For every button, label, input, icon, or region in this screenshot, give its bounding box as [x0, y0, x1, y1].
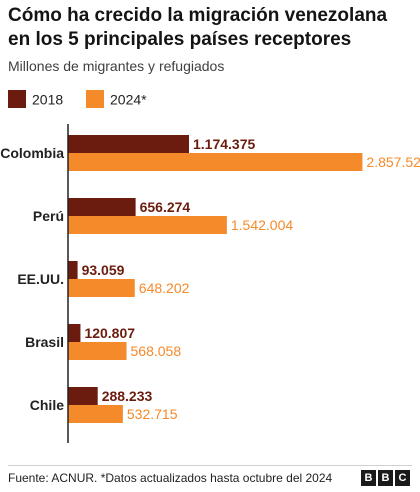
bar-2024-colombia: [68, 153, 363, 171]
bar-2018-ee-uu: [68, 261, 78, 279]
value-label-2024-per: 1.542.004: [231, 217, 293, 233]
value-label-2024-chile: 532.715: [127, 406, 178, 422]
value-label-2024-ee-uu: 648.202: [139, 280, 190, 296]
category-label-ee-uu: EE.UU.: [17, 271, 64, 287]
category-label-chile: Chile: [30, 397, 64, 413]
bar-2018-colombia: [68, 135, 189, 153]
category-label-brasil: Brasil: [25, 334, 64, 350]
legend-label-2018: 2018: [32, 91, 64, 108]
bar-2018-brasil: [68, 324, 81, 342]
legend-swatch-2018: [8, 90, 26, 109]
bar-chart: Colombia 1.174.375 2.857.528 Perú 656.274 1.5…: [0, 124, 420, 443]
bar-2024-per: [68, 216, 227, 234]
legend-item-2024: 2024*: [86, 90, 147, 109]
bar-2018-chile: [68, 387, 98, 405]
bar-2024-chile: [68, 405, 123, 423]
footer-divider: [8, 465, 412, 466]
bbc-logo-letter: C: [395, 470, 410, 486]
value-label-2018-per: 656.274: [140, 199, 191, 215]
legend-item-2018: 2018: [8, 90, 64, 109]
legend-label-2024: 2024*: [110, 91, 147, 108]
bbc-logo: B B C: [361, 470, 410, 486]
value-label-2024-colombia: 2.857.528: [366, 154, 420, 170]
bbc-logo-letter: B: [361, 470, 376, 486]
legend-swatch-2024: [86, 90, 104, 109]
bbc-logo-letter: B: [378, 470, 393, 486]
value-label-2018-colombia: 1.174.375: [193, 136, 255, 152]
category-label-per: Perú: [33, 208, 64, 224]
value-label-2024-brasil: 568.058: [131, 343, 182, 359]
value-label-2018-ee-uu: 93.059: [82, 262, 125, 278]
source-note: Fuente: ACNUR. *Datos actualizados hasta…: [8, 471, 333, 485]
bar-2024-ee-uu: [68, 279, 135, 297]
chart-subtitle: Millones de migrantes y refugiados: [8, 58, 225, 74]
value-label-2018-brasil: 120.807: [84, 325, 135, 341]
chart-title: Cómo ha crecido la migración venezolana …: [8, 5, 388, 50]
bar-2018-per: [68, 198, 136, 216]
bar-2024-brasil: [68, 342, 127, 360]
value-label-2018-chile: 288.233: [102, 388, 153, 404]
category-label-colombia: Colombia: [0, 145, 64, 161]
